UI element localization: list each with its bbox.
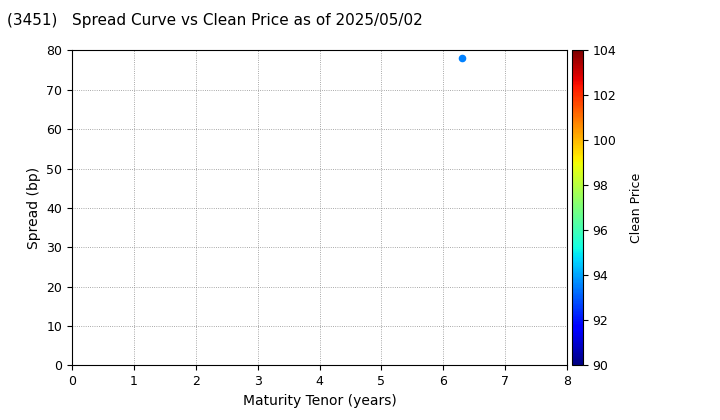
- Y-axis label: Spread (bp): Spread (bp): [27, 167, 41, 249]
- X-axis label: Maturity Tenor (years): Maturity Tenor (years): [243, 394, 397, 408]
- Point: [456, 55, 467, 62]
- Y-axis label: Clean Price: Clean Price: [630, 173, 643, 243]
- Text: (3451)   Spread Curve vs Clean Price as of 2025/05/02: (3451) Spread Curve vs Clean Price as of…: [7, 13, 423, 28]
